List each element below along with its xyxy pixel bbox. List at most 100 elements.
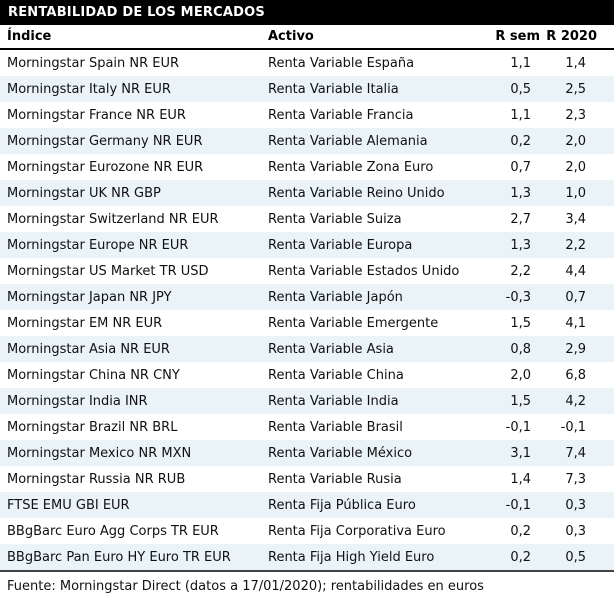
cell-r2020: 4,2	[565, 393, 586, 409]
column-header-r2020: R 2020	[540, 25, 614, 50]
table-row: Morningstar Eurozone NR EUR Renta Variabl…	[0, 154, 614, 180]
header-row: Índice Activo R sem R 2020	[0, 25, 614, 50]
cell-r2020: 3,4	[565, 211, 586, 227]
cell-r2020: -0,1	[560, 419, 586, 435]
table-row: Morningstar France NR EUR Renta Variable …	[0, 102, 614, 128]
cell-activo: Renta Variable Europa	[268, 237, 413, 253]
table-row: Morningstar Japan NR JPY Renta Variable J…	[0, 284, 614, 310]
cell-indice: Morningstar Russia NR RUB	[7, 471, 186, 487]
cell-r2020: 2,0	[565, 133, 586, 149]
cell-activo: Renta Fija High Yield Euro	[268, 549, 435, 565]
cell-r2020: 0,7	[565, 289, 586, 305]
cell-activo: Renta Variable México	[268, 445, 413, 461]
cell-indice: Morningstar Europe NR EUR	[7, 237, 189, 253]
table-row: Morningstar India INR Renta Variable Indi…	[0, 388, 614, 414]
column-header-rsem: R sem	[460, 25, 540, 50]
cell-indice: Morningstar Switzerland NR EUR	[7, 211, 219, 227]
source-note: Fuente: Morningstar Direct (datos a 17/0…	[7, 579, 484, 594]
cell-rsem: 1,4	[510, 471, 531, 487]
cell-indice: Morningstar France NR EUR	[7, 107, 186, 123]
cell-r2020: 7,4	[565, 445, 586, 461]
cell-r2020: 2,2	[565, 237, 586, 253]
cell-rsem: 0,5	[510, 81, 531, 97]
cell-r2020: 2,5	[565, 81, 586, 97]
cell-rsem: 2,2	[510, 263, 531, 279]
cell-rsem: 1,5	[510, 393, 531, 409]
cell-indice: Morningstar China NR CNY	[7, 367, 180, 383]
table-row: BBgBarc Euro Agg Corps TR EUR Renta Fija …	[0, 518, 614, 544]
cell-activo: Renta Variable Asia	[268, 341, 394, 357]
table-row: Morningstar Mexico NR MXN Renta Variable …	[0, 440, 614, 466]
cell-indice: Morningstar Eurozone NR EUR	[7, 159, 204, 175]
cell-rsem: 1,3	[510, 237, 531, 253]
cell-activo: Renta Variable Emergente	[268, 315, 439, 331]
table-row: Morningstar Germany NR EUR Renta Variable…	[0, 128, 614, 154]
table-row: FTSE EMU GBI EUR Renta Fija Pública Euro -…	[0, 492, 614, 518]
cell-indice: Morningstar Asia NR EUR	[7, 341, 170, 357]
cell-indice: Morningstar US Market TR USD	[7, 263, 209, 279]
column-header-activo: Activo	[268, 25, 460, 50]
cell-rsem: 2,0	[510, 367, 531, 383]
cell-activo: Renta Variable Francia	[268, 107, 414, 123]
cell-r2020: 6,8	[565, 367, 586, 383]
cell-r2020: 2,3	[565, 107, 586, 123]
table-row: Morningstar Switzerland NR EUR Renta Vari…	[0, 206, 614, 232]
cell-activo: Renta Variable India	[268, 393, 399, 409]
cell-rsem: 1,1	[510, 55, 531, 71]
cell-rsem: -0,3	[505, 289, 531, 305]
table-row: Morningstar China NR CNY Renta Variable C…	[0, 362, 614, 388]
cell-r2020: 7,3	[565, 471, 586, 487]
cell-activo: Renta Variable España	[268, 55, 415, 71]
cell-activo: Renta Variable Rusia	[268, 471, 402, 487]
cell-rsem: 0,7	[510, 159, 531, 175]
cell-indice: Morningstar Brazil NR BRL	[7, 419, 178, 435]
cell-r2020: 2,9	[565, 341, 586, 357]
cell-rsem: 1,5	[510, 315, 531, 331]
cell-indice: Morningstar UK NR GBP	[7, 185, 161, 201]
cell-r2020: 0,5	[565, 549, 586, 565]
table-row: Morningstar UK NR GBP Renta Variable Rein…	[0, 180, 614, 206]
cell-activo: Renta Variable Italia	[268, 81, 399, 97]
table-row: Morningstar EM NR EUR Renta Variable Emer…	[0, 310, 614, 336]
cell-r2020: 2,0	[565, 159, 586, 175]
cell-activo: Renta Variable Brasil	[268, 419, 403, 435]
cell-rsem: 0,2	[510, 523, 531, 539]
market-returns-table: Índice Activo R sem R 2020 Morningstar S…	[0, 25, 614, 572]
table-row: Morningstar Spain NR EUR Renta Variable E…	[0, 49, 614, 76]
table-row: Morningstar Italy NR EUR Renta Variable I…	[0, 76, 614, 102]
cell-r2020: 4,1	[565, 315, 586, 331]
cell-activo: Renta Variable Suiza	[268, 211, 402, 227]
table-row: Morningstar Asia NR EUR Renta Variable As…	[0, 336, 614, 362]
cell-activo: Renta Variable China	[268, 367, 404, 383]
cell-indice: Morningstar Italy NR EUR	[7, 81, 171, 97]
cell-rsem: -0,1	[505, 419, 531, 435]
cell-rsem: 1,1	[510, 107, 531, 123]
cell-r2020: 1,4	[565, 55, 586, 71]
cell-rsem: 0,2	[510, 133, 531, 149]
cell-rsem: 3,1	[510, 445, 531, 461]
cell-r2020: 4,4	[565, 263, 586, 279]
cell-r2020: 1,0	[565, 185, 586, 201]
cell-indice: BBgBarc Euro Agg Corps TR EUR	[7, 523, 219, 539]
table-row: Morningstar Russia NR RUB Renta Variable …	[0, 466, 614, 492]
cell-indice: Morningstar Japan NR JPY	[7, 289, 172, 305]
cell-activo: Renta Variable Alemania	[268, 133, 428, 149]
table-title: RENTABILIDAD DE LOS MERCADOS	[0, 0, 614, 25]
cell-activo: Renta Variable Zona Euro	[268, 159, 434, 175]
cell-indice: Morningstar Mexico NR MXN	[7, 445, 192, 461]
cell-indice: Morningstar Spain NR EUR	[7, 55, 180, 71]
cell-rsem: 0,8	[510, 341, 531, 357]
cell-indice: FTSE EMU GBI EUR	[7, 497, 130, 513]
table-row: Morningstar US Market TR USD Renta Variab…	[0, 258, 614, 284]
cell-r2020: 0,3	[565, 497, 586, 513]
cell-activo: Renta Variable Reino Unido	[268, 185, 445, 201]
table-body: Morningstar Spain NR EUR Renta Variable E…	[0, 49, 614, 571]
cell-indice: Morningstar India INR	[7, 393, 148, 409]
cell-indice: Morningstar EM NR EUR	[7, 315, 163, 331]
cell-rsem: -0,1	[505, 497, 531, 513]
table-row: BBgBarc Pan Euro HY Euro TR EUR Renta Fij…	[0, 544, 614, 571]
cell-rsem: 2,7	[510, 211, 531, 227]
table-row: Morningstar Brazil NR BRL Renta Variable …	[0, 414, 614, 440]
cell-indice: Morningstar Germany NR EUR	[7, 133, 203, 149]
column-header-indice: Índice	[0, 25, 268, 50]
